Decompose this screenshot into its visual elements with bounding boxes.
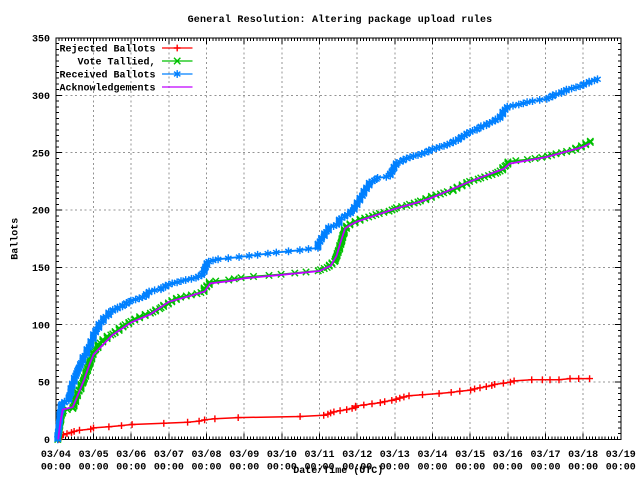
svg-text:0: 0 (44, 436, 50, 447)
svg-text:03/16: 03/16 (493, 449, 523, 461)
svg-text:Ballots: Ballots (10, 218, 22, 260)
svg-text:03/10: 03/10 (267, 449, 297, 461)
svg-text:00:00: 00:00 (455, 463, 485, 474)
svg-text:03/08: 03/08 (191, 449, 221, 461)
svg-text:00:00: 00:00 (79, 463, 109, 474)
svg-text:General Resolution: Altering p: General Resolution: Altering package upl… (188, 14, 493, 26)
svg-text:00:00: 00:00 (530, 463, 560, 474)
svg-text:00:00: 00:00 (342, 463, 372, 474)
svg-text:Rejected Ballots: Rejected Ballots (59, 44, 155, 56)
svg-text:Acknowledgements: Acknowledgements (59, 83, 155, 95)
svg-text:00:00: 00:00 (417, 463, 447, 474)
svg-text:250: 250 (32, 149, 50, 160)
svg-text:00:00: 00:00 (267, 463, 297, 474)
svg-text:03/07: 03/07 (154, 449, 184, 461)
svg-text:Vote Tallied,: Vote Tallied, (77, 57, 155, 69)
svg-text:50: 50 (38, 379, 50, 390)
svg-text:Received Ballots: Received Ballots (59, 70, 155, 82)
svg-text:00:00: 00:00 (606, 463, 636, 474)
svg-text:03/12: 03/12 (342, 449, 372, 461)
svg-text:Date/Time (UTC): Date/Time (UTC) (293, 465, 383, 477)
svg-text:300: 300 (32, 92, 50, 103)
svg-text:350: 350 (32, 35, 50, 46)
svg-text:03/17: 03/17 (530, 449, 560, 461)
svg-text:03/18: 03/18 (568, 449, 598, 461)
svg-text:03/14: 03/14 (417, 449, 447, 461)
svg-text:00:00: 00:00 (229, 463, 259, 474)
svg-text:00:00: 00:00 (568, 463, 598, 474)
svg-text:00:00: 00:00 (380, 463, 410, 474)
svg-text:00:00: 00:00 (41, 463, 71, 474)
svg-text:03/04: 03/04 (41, 449, 71, 461)
svg-text:03/15: 03/15 (455, 449, 485, 461)
svg-text:03/11: 03/11 (304, 449, 334, 461)
svg-text:03/05: 03/05 (79, 449, 109, 461)
svg-text:00:00: 00:00 (304, 463, 334, 474)
svg-text:00:00: 00:00 (493, 463, 523, 474)
svg-text:00:00: 00:00 (191, 463, 221, 474)
svg-text:100: 100 (32, 321, 50, 332)
svg-text:03/09: 03/09 (229, 449, 259, 461)
svg-text:03/06: 03/06 (116, 449, 146, 461)
svg-text:03/13: 03/13 (380, 449, 410, 461)
svg-text:200: 200 (32, 207, 50, 218)
svg-text:00:00: 00:00 (116, 463, 146, 474)
svg-text:03/19: 03/19 (606, 449, 636, 461)
svg-text:00:00: 00:00 (154, 463, 184, 474)
svg-text:150: 150 (32, 264, 50, 275)
